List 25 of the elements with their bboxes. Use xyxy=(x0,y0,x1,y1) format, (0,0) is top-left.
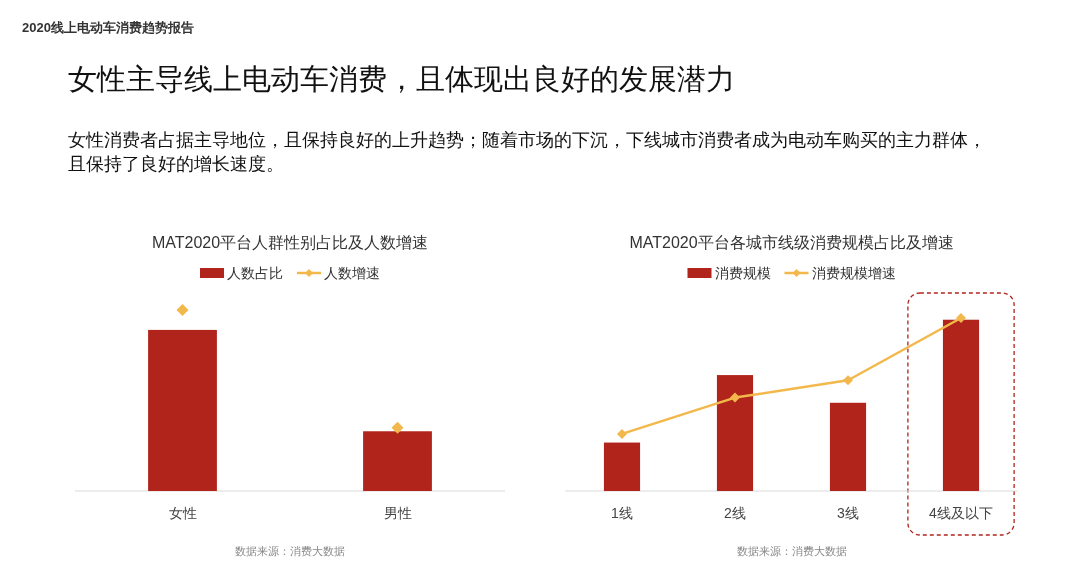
x-tick-label: 2线 xyxy=(724,505,746,521)
text: 女性主导线上电动车消费，且体现出良好的发展潜力 xyxy=(68,62,735,97)
legend-label: 消费规模增速 xyxy=(811,265,896,281)
x-tick-label: 男性 xyxy=(383,505,412,521)
x-tick-label: 女性 xyxy=(168,505,197,521)
text: 女性消费者占据主导地位，且保持良好的上升趋势；随着市场的下沉，下线城市消费者成为电动车购买的主力群体，且保持了良好的增长速度。 xyxy=(68,129,987,177)
point xyxy=(617,428,627,439)
point xyxy=(843,375,853,386)
bar xyxy=(603,442,641,491)
legend-label: 人数增速 xyxy=(324,265,380,281)
x-tick-label: 3线 xyxy=(837,505,859,521)
x-tick-label: 1线 xyxy=(611,505,633,521)
source-note: 数据来源：消费大数据 xyxy=(235,545,345,557)
text: 2020线上电动车消费趋势报告 xyxy=(22,19,194,37)
x-tick-label: 4线及以下 xyxy=(929,505,993,521)
bar xyxy=(942,319,980,491)
point xyxy=(956,313,966,323)
chart-title: MAT2020平台各城市线级消费规模占比及增速 xyxy=(629,234,954,251)
point xyxy=(730,392,740,403)
legend-label: 人数占比 xyxy=(227,265,283,281)
bar xyxy=(829,402,867,491)
legend-label: 消费规模 xyxy=(714,265,771,281)
chart-title: MAT2020平台人群性别占比及人数增速 xyxy=(151,234,429,251)
source-note: 数据来源：消费大数据 xyxy=(736,545,847,557)
bar xyxy=(716,375,754,491)
